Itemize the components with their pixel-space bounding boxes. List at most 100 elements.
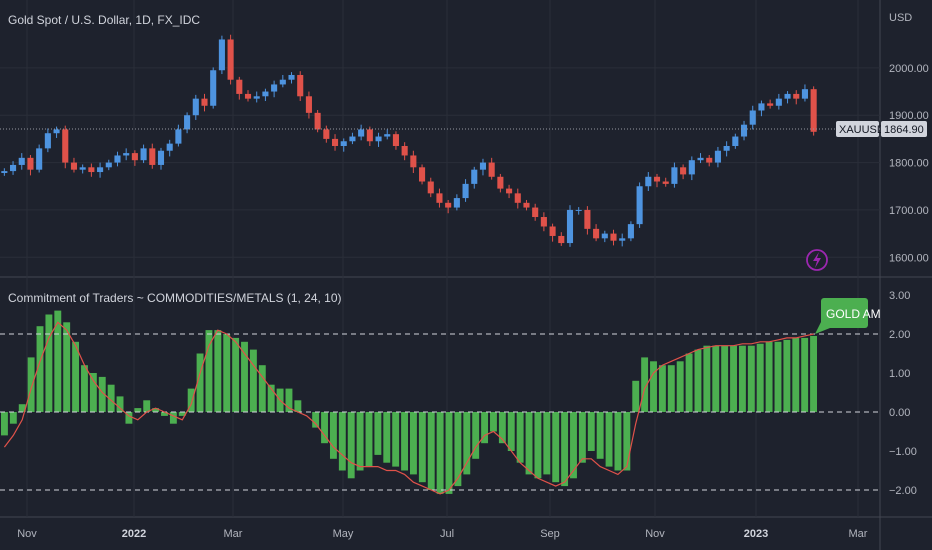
- candle-body[interactable]: [671, 167, 678, 184]
- candle-body[interactable]: [419, 167, 426, 182]
- candle-body[interactable]: [697, 157, 704, 161]
- candle-body[interactable]: [593, 228, 600, 239]
- histogram-bar[interactable]: [738, 345, 746, 412]
- candle-body[interactable]: [192, 98, 199, 116]
- candle-body[interactable]: [271, 84, 278, 92]
- histogram-bar[interactable]: [401, 412, 408, 471]
- candle-body[interactable]: [27, 157, 34, 170]
- histogram-bar[interactable]: [783, 339, 791, 412]
- candle-body[interactable]: [706, 157, 713, 163]
- histogram-bar[interactable]: [72, 341, 80, 412]
- histogram-bar[interactable]: [347, 412, 355, 479]
- candle-body[interactable]: [10, 164, 17, 172]
- histogram-bar[interactable]: [747, 345, 755, 412]
- histogram-bar[interactable]: [650, 361, 657, 412]
- histogram-bar[interactable]: [516, 412, 524, 463]
- candle-body[interactable]: [157, 150, 165, 165]
- histogram-bar[interactable]: [178, 412, 186, 416]
- histogram-bar[interactable]: [703, 345, 711, 412]
- candle-body[interactable]: [488, 162, 495, 177]
- histogram-bar[interactable]: [756, 343, 764, 412]
- histogram-bar[interactable]: [125, 412, 133, 424]
- histogram-bar[interactable]: [9, 412, 17, 424]
- candle-body[interactable]: [105, 162, 112, 168]
- candle-body[interactable]: [123, 153, 130, 156]
- histogram-bar[interactable]: [507, 412, 515, 451]
- candle-body[interactable]: [340, 141, 347, 146]
- histogram-bar[interactable]: [338, 412, 346, 471]
- candle-body[interactable]: [479, 162, 487, 170]
- histogram-bar[interactable]: [45, 314, 53, 413]
- histogram-bar[interactable]: [445, 412, 453, 494]
- candle-body[interactable]: [636, 186, 643, 225]
- histogram-bar[interactable]: [454, 412, 462, 487]
- histogram-bar[interactable]: [685, 353, 693, 413]
- candle-body[interactable]: [662, 181, 669, 184]
- candle-body[interactable]: [114, 155, 121, 163]
- candle-body[interactable]: [331, 138, 339, 146]
- histogram-bar[interactable]: [561, 412, 569, 487]
- candle-body[interactable]: [288, 74, 295, 80]
- histogram-bar[interactable]: [187, 388, 195, 412]
- histogram-bar[interactable]: [214, 330, 222, 412]
- histogram-bar[interactable]: [543, 412, 551, 475]
- candle-body[interactable]: [627, 224, 634, 239]
- candle-body[interactable]: [793, 93, 800, 99]
- candle-body[interactable]: [445, 202, 452, 208]
- histogram-bar[interactable]: [321, 412, 328, 444]
- histogram-bar[interactable]: [267, 384, 275, 412]
- lightning-bolt-icon[interactable]: [806, 249, 828, 271]
- histogram-bar[interactable]: [658, 365, 666, 412]
- price-axis[interactable]: 2000.00 1900.00 1800.00 1700.00 1600.00: [889, 63, 929, 264]
- candle-body[interactable]: [70, 162, 78, 170]
- histogram-bar[interactable]: [712, 345, 720, 412]
- histogram-bar[interactable]: [285, 388, 293, 412]
- candlestick-series[interactable]: [1, 34, 817, 247]
- histogram-bar[interactable]: [312, 412, 320, 428]
- candle-body[interactable]: [740, 124, 748, 137]
- candle-body[interactable]: [44, 133, 51, 149]
- histogram-bar[interactable]: [623, 412, 631, 471]
- candle-body[interactable]: [18, 157, 25, 165]
- candle-body[interactable]: [767, 103, 774, 106]
- histogram-bar[interactable]: [534, 412, 542, 479]
- histogram-bar[interactable]: [1, 412, 8, 436]
- candle-body[interactable]: [305, 96, 312, 113]
- time-axis[interactable]: Nov 2022 Mar May Jul Sep Nov 2023 Mar: [17, 528, 868, 540]
- histogram-bar[interactable]: [249, 349, 257, 412]
- candle-body[interactable]: [645, 176, 652, 187]
- candle-body[interactable]: [131, 153, 138, 161]
- candle-body[interactable]: [236, 79, 243, 94]
- histogram-bar[interactable]: [614, 412, 622, 471]
- histogram-bar[interactable]: [410, 412, 417, 475]
- candle-body[interactable]: [714, 150, 721, 163]
- candle-body[interactable]: [462, 183, 469, 199]
- histogram-bar[interactable]: [143, 400, 151, 412]
- histogram-bar[interactable]: [374, 412, 382, 455]
- histogram-bar[interactable]: [365, 412, 373, 467]
- histogram-bar[interactable]: [329, 412, 337, 459]
- histogram-bar[interactable]: [81, 365, 88, 412]
- histogram-bar[interactable]: [578, 412, 586, 463]
- histogram-bar[interactable]: [161, 412, 168, 416]
- candle-body[interactable]: [497, 176, 504, 189]
- candle-body[interactable]: [801, 89, 808, 99]
- histogram-bar[interactable]: [596, 412, 604, 459]
- histogram-bar[interactable]: [427, 412, 435, 490]
- histogram-bar[interactable]: [463, 412, 471, 475]
- candle-body[interactable]: [349, 136, 356, 142]
- candle-body[interactable]: [566, 209, 574, 244]
- histogram-bar[interactable]: [223, 334, 231, 412]
- candle-body[interactable]: [1, 171, 8, 173]
- candle-body[interactable]: [36, 148, 43, 170]
- candle-body[interactable]: [88, 167, 95, 173]
- histogram-bar[interactable]: [472, 412, 480, 459]
- candle-body[interactable]: [758, 103, 765, 111]
- histogram-bar[interactable]: [418, 412, 426, 483]
- candle-body[interactable]: [97, 167, 104, 173]
- candle-body[interactable]: [227, 39, 234, 80]
- candle-body[interactable]: [506, 188, 513, 194]
- candle-body[interactable]: [558, 235, 565, 244]
- histogram-bar[interactable]: [169, 412, 177, 424]
